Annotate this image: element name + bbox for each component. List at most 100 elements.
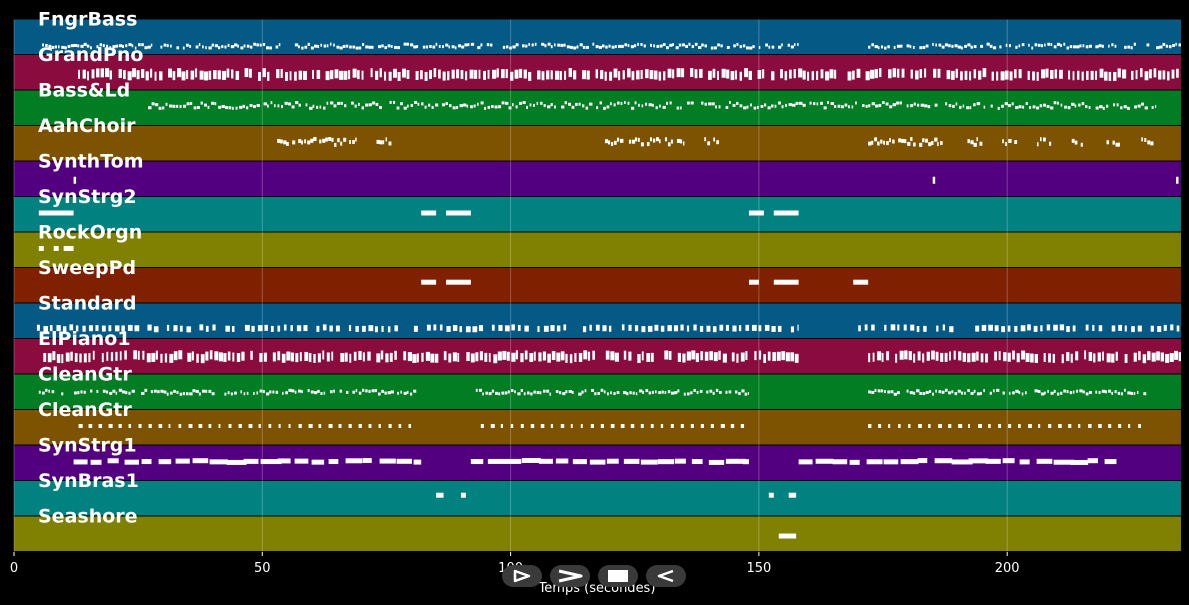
note — [741, 389, 745, 393]
note — [227, 351, 231, 361]
note — [671, 391, 675, 395]
note — [607, 140, 611, 145]
note — [1050, 43, 1053, 47]
note — [531, 43, 534, 47]
note — [406, 42, 410, 46]
note — [80, 44, 84, 48]
note — [686, 351, 691, 361]
note — [208, 389, 212, 393]
note — [122, 390, 126, 394]
note — [166, 392, 169, 396]
note — [446, 210, 471, 216]
note — [272, 352, 276, 362]
note — [948, 391, 951, 395]
note — [266, 392, 270, 396]
note — [1147, 351, 1151, 361]
note — [603, 106, 606, 110]
x-tick-label: 150 — [746, 561, 771, 576]
note — [379, 106, 382, 110]
note — [543, 104, 546, 108]
note — [578, 352, 583, 362]
note — [74, 391, 77, 395]
stop-button[interactable] — [598, 565, 638, 587]
note — [78, 69, 80, 79]
note — [397, 391, 399, 395]
note — [920, 103, 925, 107]
note — [1043, 353, 1046, 363]
note — [610, 142, 614, 147]
note — [398, 423, 402, 428]
note — [294, 390, 297, 394]
note — [1046, 104, 1050, 108]
note — [133, 350, 137, 360]
track-label: Bass&Ld — [38, 80, 130, 102]
note — [909, 45, 912, 49]
note — [181, 71, 186, 81]
note — [564, 101, 568, 105]
note — [266, 46, 270, 50]
note — [884, 46, 887, 50]
note — [640, 142, 644, 147]
note — [645, 102, 648, 106]
fast-forward-button[interactable] — [550, 565, 590, 587]
note — [954, 44, 958, 48]
note — [186, 43, 189, 47]
note — [973, 45, 977, 49]
note — [771, 71, 775, 81]
note — [910, 324, 915, 331]
note — [307, 140, 311, 145]
note — [940, 352, 944, 362]
note — [632, 391, 635, 395]
note — [492, 69, 497, 79]
note — [1080, 142, 1083, 147]
play-forward-button[interactable] — [502, 565, 542, 587]
note — [1071, 138, 1075, 143]
note — [491, 389, 495, 393]
note — [597, 391, 600, 395]
note — [941, 390, 945, 394]
note — [1015, 106, 1019, 110]
note — [877, 351, 882, 361]
note — [653, 44, 656, 48]
note — [257, 325, 263, 332]
note — [973, 69, 977, 79]
note — [260, 459, 282, 465]
note — [967, 43, 971, 47]
note — [316, 325, 320, 332]
note — [1020, 325, 1026, 332]
note — [738, 325, 742, 332]
note — [1133, 42, 1136, 46]
note — [298, 45, 300, 49]
note — [151, 352, 156, 362]
note — [277, 351, 281, 361]
note — [351, 101, 354, 105]
note — [193, 106, 197, 110]
note — [186, 392, 189, 396]
note — [735, 390, 738, 394]
note — [1131, 70, 1134, 80]
note — [510, 423, 514, 428]
note — [604, 139, 608, 144]
note — [589, 324, 592, 331]
note — [225, 325, 230, 332]
note — [1088, 106, 1091, 110]
note — [65, 352, 70, 362]
note — [491, 324, 495, 331]
note — [223, 353, 227, 363]
note — [465, 326, 471, 333]
note — [627, 101, 630, 105]
note — [52, 351, 56, 361]
reverse-button[interactable] — [646, 565, 686, 587]
note — [385, 137, 388, 142]
note — [877, 141, 880, 146]
note — [368, 103, 372, 107]
note — [1130, 46, 1133, 50]
note — [349, 140, 351, 145]
note — [99, 43, 103, 47]
note — [1113, 71, 1117, 81]
note — [717, 70, 720, 80]
note — [1176, 325, 1180, 332]
note — [100, 68, 104, 78]
note — [312, 104, 315, 108]
note — [906, 389, 909, 393]
